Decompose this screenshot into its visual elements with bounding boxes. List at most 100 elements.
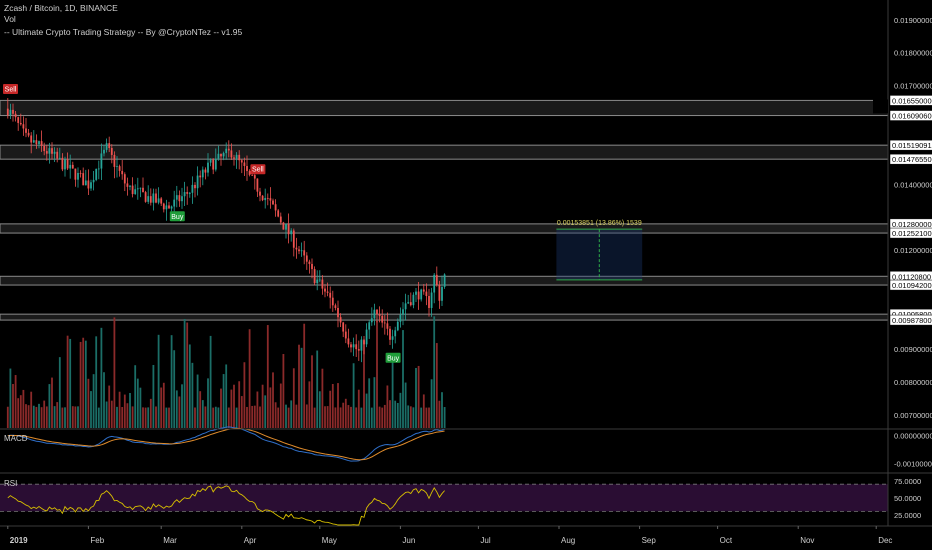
candle-body bbox=[175, 195, 178, 200]
candle-body bbox=[259, 191, 261, 196]
volume-bar bbox=[233, 384, 235, 428]
price-level-box bbox=[889, 227, 932, 239]
volume-bar bbox=[376, 320, 378, 428]
macd-signal-line bbox=[7, 428, 445, 461]
candle-body bbox=[222, 153, 225, 157]
signal-markers: Sell Buy Sell Buy bbox=[3, 84, 401, 363]
volume-bar bbox=[38, 403, 40, 428]
time-label: Aug bbox=[561, 536, 575, 545]
candle-body bbox=[204, 169, 207, 173]
candle-body bbox=[370, 318, 373, 323]
price-level-label: 0.01005800 bbox=[892, 310, 932, 319]
volume-bar bbox=[79, 341, 82, 428]
candle-body bbox=[32, 140, 35, 143]
candle-body bbox=[126, 183, 129, 187]
candle-body bbox=[344, 331, 347, 339]
candle-body bbox=[378, 314, 381, 316]
volume-bar bbox=[97, 407, 100, 428]
volume-bar bbox=[261, 384, 264, 428]
candle-body bbox=[53, 151, 56, 154]
price-tick-label: 0.00900000 bbox=[894, 345, 932, 354]
buy-signal-marker: Buy bbox=[169, 211, 185, 222]
candle-body bbox=[51, 148, 53, 154]
candle-body bbox=[279, 216, 282, 223]
candle-body bbox=[40, 141, 43, 146]
price-level-label: 0.01094200 bbox=[892, 281, 932, 290]
price-level-label: 0.01120800 bbox=[892, 272, 931, 281]
volume-bar bbox=[103, 372, 105, 428]
volume-bar bbox=[404, 382, 407, 428]
candle-body bbox=[347, 338, 350, 345]
rsi-line bbox=[7, 485, 445, 526]
candle-body bbox=[30, 135, 33, 143]
candle-body bbox=[188, 192, 191, 194]
volume-bar bbox=[355, 407, 358, 428]
candle-body bbox=[425, 291, 428, 297]
price-level-box bbox=[889, 153, 932, 165]
volume-bar bbox=[430, 379, 433, 428]
candle-body bbox=[342, 322, 345, 332]
rsi-band bbox=[0, 484, 888, 512]
volume-bar bbox=[17, 398, 20, 428]
candle-body bbox=[373, 309, 376, 319]
volume-bar bbox=[227, 407, 230, 428]
volume-bar bbox=[253, 405, 256, 428]
candle-body bbox=[235, 154, 238, 159]
volume-bar bbox=[53, 406, 56, 428]
price-axis[interactable]: 0.01900000 0.01800000 0.01700000 0.01400000… bbox=[0, 0, 932, 527]
candle-body bbox=[305, 255, 308, 262]
volume-bar bbox=[178, 396, 181, 428]
candle-body bbox=[417, 291, 420, 300]
volume-bar bbox=[420, 407, 423, 428]
candle-body bbox=[337, 307, 339, 318]
strategy-indicator-label[interactable]: -- Ultimate Crypto Trading Strategy -- B… bbox=[4, 27, 243, 37]
volume-bar bbox=[321, 368, 324, 428]
candle-body bbox=[17, 117, 20, 123]
volume-bar bbox=[209, 335, 212, 428]
candle-body bbox=[79, 172, 82, 174]
candle-body bbox=[300, 250, 303, 252]
volume-bar bbox=[441, 392, 443, 428]
candle-body bbox=[389, 328, 391, 340]
candle-body bbox=[92, 179, 95, 183]
rsi-label[interactable]: RSI bbox=[4, 479, 18, 488]
candle-body bbox=[287, 223, 290, 235]
volume-bar bbox=[433, 316, 436, 428]
candle-body bbox=[100, 153, 103, 169]
volume-bar bbox=[217, 407, 220, 428]
volume-bar bbox=[108, 385, 111, 428]
candle-body bbox=[311, 263, 313, 270]
volume-bar bbox=[240, 396, 243, 428]
volume-bar bbox=[123, 394, 126, 428]
volume-bar bbox=[435, 343, 438, 428]
candle-body bbox=[329, 292, 332, 298]
macd-label[interactable]: MACD bbox=[4, 434, 28, 443]
time-label: Feb bbox=[90, 536, 104, 545]
price-tick-label: 0.01200000 bbox=[894, 246, 932, 255]
candle-body bbox=[186, 192, 189, 194]
volume-bar bbox=[214, 406, 217, 428]
time-label: Sep bbox=[642, 536, 657, 545]
candle-body bbox=[240, 160, 243, 163]
candle-body bbox=[407, 302, 410, 304]
volume-bar bbox=[368, 378, 371, 428]
measure-tool[interactable]: 0.00153851 (13.86%) 1539 bbox=[556, 220, 643, 281]
volume-bar bbox=[352, 363, 355, 428]
candle-body bbox=[435, 274, 438, 285]
time-axis[interactable]: 2019 Feb Mar Apr May Jun Jul Aug Sep Oct Nov Dec bbox=[7, 526, 893, 545]
candle-body bbox=[381, 315, 384, 323]
candle-body bbox=[110, 147, 113, 155]
volume-bar bbox=[77, 406, 79, 428]
volume-bar bbox=[235, 407, 238, 428]
candle-body bbox=[103, 149, 105, 154]
volume-bar bbox=[295, 404, 298, 428]
buy-signal-box bbox=[385, 352, 401, 363]
volume-bar bbox=[407, 405, 410, 428]
candle-body bbox=[168, 205, 170, 209]
volume-bar bbox=[136, 378, 139, 428]
candle-body bbox=[131, 185, 134, 195]
volume-bar bbox=[87, 378, 90, 428]
volume-bar bbox=[48, 384, 51, 428]
volume-indicator-label[interactable]: Vol bbox=[4, 14, 16, 24]
